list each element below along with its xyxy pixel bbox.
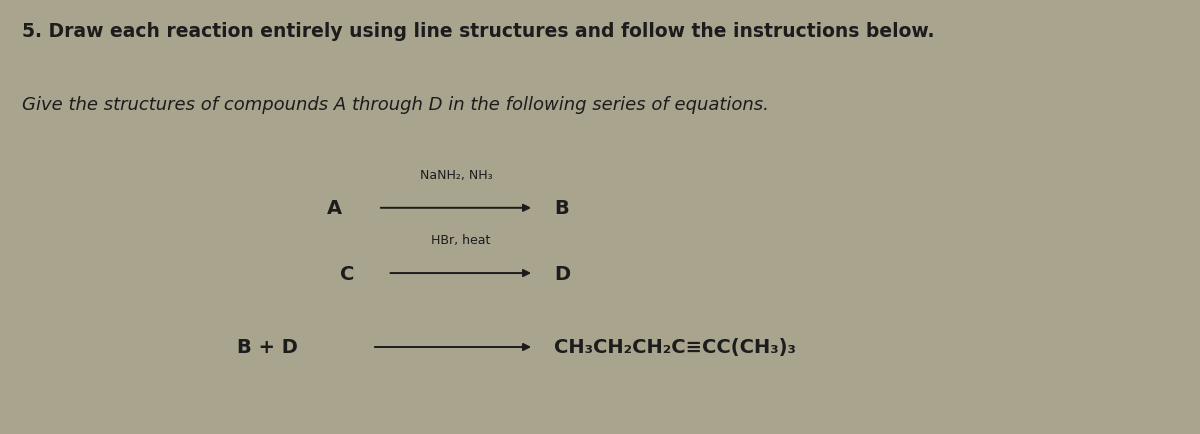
Text: B + D: B + D <box>236 338 298 357</box>
FancyArrowPatch shape <box>374 344 529 350</box>
Text: 5. Draw each reaction entirely using line structures and follow the instructions: 5. Draw each reaction entirely using lin… <box>22 22 934 41</box>
Text: D: D <box>554 264 570 283</box>
Text: A: A <box>326 199 342 218</box>
Text: Give the structures of compounds A through D in the following series of equation: Give the structures of compounds A throu… <box>22 95 768 113</box>
Text: CH₃CH₂CH₂C≡CC(CH₃)₃: CH₃CH₂CH₂C≡CC(CH₃)₃ <box>554 338 797 357</box>
FancyArrowPatch shape <box>380 205 529 211</box>
Text: C: C <box>340 264 354 283</box>
Text: NaNH₂, NH₃: NaNH₂, NH₃ <box>420 168 492 181</box>
Text: B: B <box>554 199 569 218</box>
FancyArrowPatch shape <box>390 270 529 276</box>
Text: HBr, heat: HBr, heat <box>431 233 491 247</box>
